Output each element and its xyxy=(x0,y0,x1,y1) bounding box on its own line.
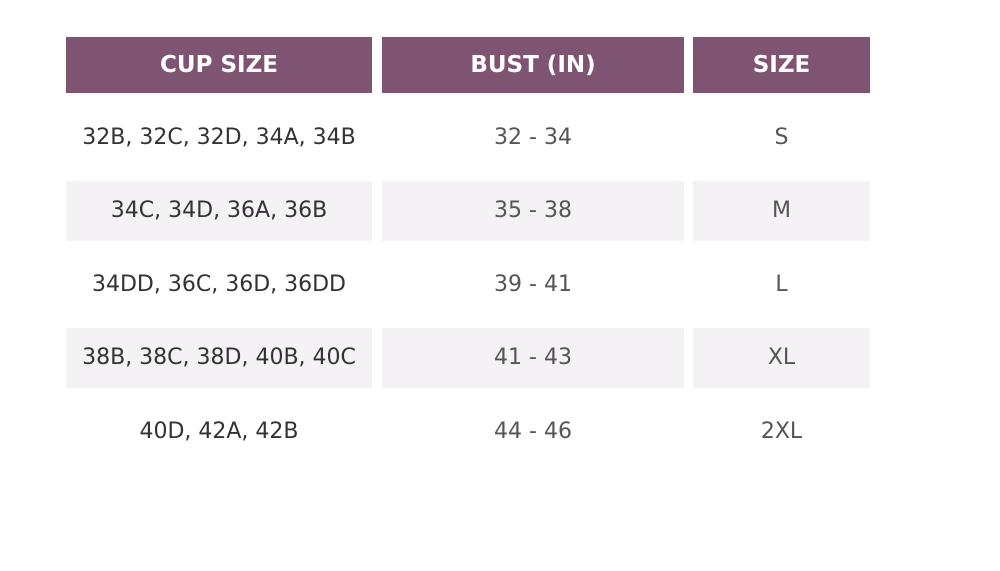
header-cell: SIZE xyxy=(693,37,870,93)
table-cell: 41 - 43 xyxy=(382,327,684,388)
table-cell: L xyxy=(775,271,788,297)
table-cell: 34C, 34D, 36A, 36B xyxy=(66,180,372,241)
table-cell: 34DD, 36C, 36D, 36DD xyxy=(92,271,346,297)
table-cell: 44 - 46 xyxy=(494,418,572,444)
header-cell: CUP SIZE xyxy=(66,37,372,93)
table-cell: 35 - 38 xyxy=(382,180,684,241)
header-cell: BUST (IN) xyxy=(382,37,684,93)
table-cell: 32 - 34 xyxy=(494,124,572,150)
table-cell: 38B, 38C, 38D, 40B, 40C xyxy=(66,327,372,388)
table-cell: 32B, 32C, 32D, 34A, 34B xyxy=(82,124,356,150)
table-cell: 40D, 42A, 42B xyxy=(139,418,299,444)
table-cell: M xyxy=(693,180,870,241)
table-cell: 2XL xyxy=(760,418,803,444)
table-cell: S xyxy=(774,124,789,150)
table-cell: 39 - 41 xyxy=(494,271,572,297)
table-cell: XL xyxy=(693,327,870,388)
